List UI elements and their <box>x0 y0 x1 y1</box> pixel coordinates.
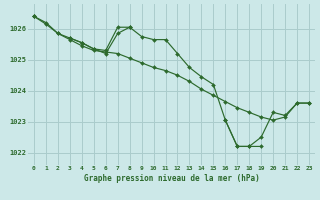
X-axis label: Graphe pression niveau de la mer (hPa): Graphe pression niveau de la mer (hPa) <box>84 174 260 183</box>
